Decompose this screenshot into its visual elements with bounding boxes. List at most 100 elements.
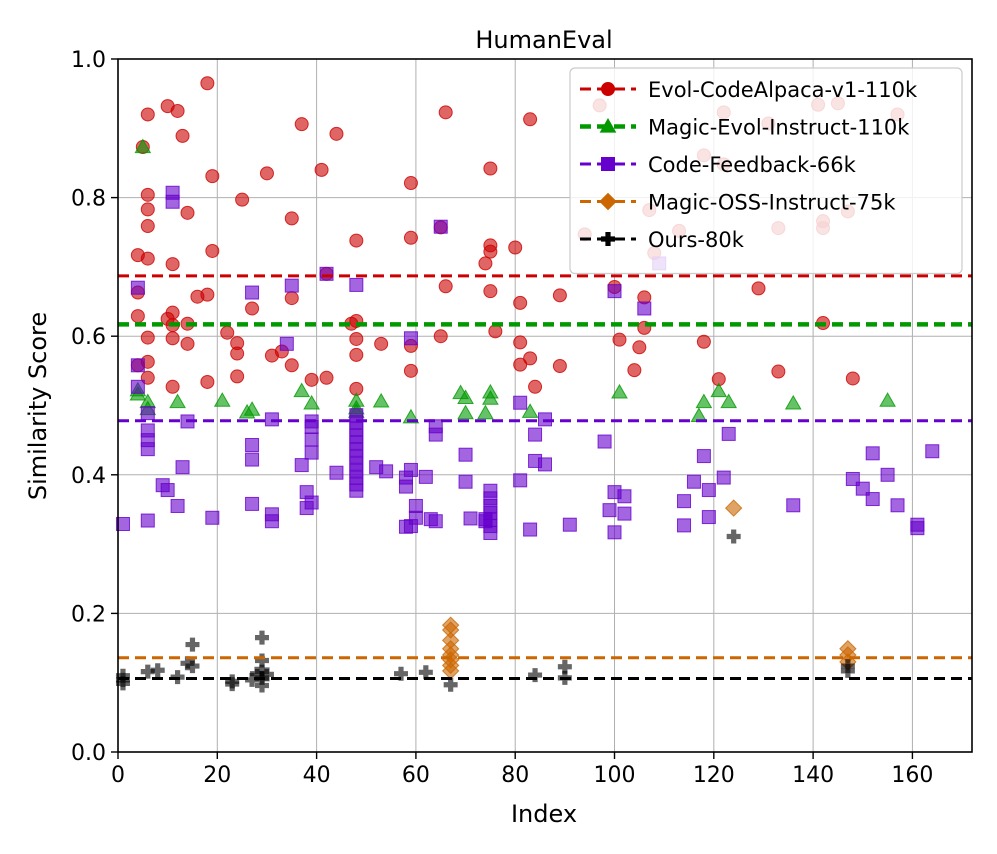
data-point bbox=[165, 194, 180, 209]
data-point bbox=[140, 330, 155, 345]
data-point bbox=[394, 666, 409, 681]
data-point bbox=[865, 492, 880, 507]
data-point bbox=[140, 202, 155, 217]
data-point bbox=[140, 107, 155, 122]
data-point bbox=[165, 257, 180, 272]
data-point bbox=[686, 474, 701, 489]
data-point bbox=[597, 434, 612, 449]
data-point bbox=[115, 517, 130, 532]
data-point bbox=[140, 406, 155, 421]
data-point bbox=[140, 513, 155, 528]
data-point bbox=[438, 279, 453, 294]
data-point bbox=[319, 370, 334, 385]
x-tick-label: 100 bbox=[594, 763, 636, 788]
legend-label: Magic-OSS-Instruct-75k bbox=[648, 191, 896, 215]
data-point bbox=[483, 526, 498, 541]
data-point bbox=[845, 371, 860, 386]
data-point bbox=[304, 495, 319, 510]
data-point bbox=[513, 295, 528, 310]
data-point bbox=[403, 176, 418, 191]
data-point bbox=[170, 103, 185, 118]
data-point bbox=[627, 363, 642, 378]
data-point bbox=[726, 529, 741, 544]
data-point bbox=[528, 427, 543, 442]
legend-box bbox=[569, 67, 963, 275]
data-point bbox=[784, 394, 802, 410]
data-point bbox=[165, 379, 180, 394]
data-point bbox=[637, 301, 652, 316]
legend-label: Ours-80k bbox=[648, 228, 745, 252]
data-point bbox=[457, 389, 474, 405]
data-point bbox=[230, 369, 245, 384]
data-point bbox=[403, 462, 418, 477]
data-point bbox=[477, 404, 494, 420]
axis-ticks: 0 20 40 60 80 100 120 140 160 0.0 0.2 0.4 0.6 0.8 1.0 bbox=[71, 48, 933, 788]
data-point bbox=[165, 305, 180, 320]
data-point bbox=[483, 161, 498, 176]
data-point bbox=[724, 499, 743, 517]
data-point bbox=[243, 401, 261, 416]
data-point bbox=[319, 266, 334, 281]
data-point bbox=[130, 358, 145, 373]
chart-title: HumanEval bbox=[475, 26, 612, 54]
data-point bbox=[771, 364, 786, 379]
data-point bbox=[259, 166, 274, 181]
data-point bbox=[185, 637, 200, 652]
data-point bbox=[254, 653, 269, 668]
data-point bbox=[433, 329, 448, 344]
x-tick-label: 0 bbox=[111, 763, 125, 788]
x-axis-label: Index bbox=[511, 800, 577, 828]
legend-marker bbox=[601, 82, 615, 96]
data-point bbox=[254, 678, 269, 693]
data-point bbox=[115, 676, 130, 691]
data-point bbox=[696, 334, 711, 349]
legend-label: Code-Feedback-66k bbox=[648, 153, 857, 177]
data-point bbox=[170, 498, 185, 513]
data-point bbox=[458, 447, 473, 462]
data-point bbox=[160, 483, 175, 498]
data-point bbox=[225, 677, 240, 692]
data-point bbox=[865, 446, 880, 461]
data-point bbox=[279, 336, 294, 351]
data-point bbox=[721, 426, 736, 441]
data-point bbox=[617, 489, 632, 504]
data-point bbox=[428, 514, 443, 529]
data-point bbox=[428, 427, 443, 442]
data-point bbox=[458, 474, 473, 489]
data-point bbox=[200, 374, 215, 389]
data-point bbox=[304, 419, 319, 434]
data-point bbox=[349, 277, 364, 292]
data-point bbox=[379, 464, 394, 479]
data-point bbox=[205, 510, 220, 525]
data-point bbox=[478, 256, 493, 271]
data-point bbox=[175, 460, 190, 475]
data-point bbox=[329, 126, 344, 141]
data-point bbox=[880, 467, 895, 482]
legend-label: Evol-CodeAlpaca-v1-110k bbox=[648, 78, 918, 102]
data-point bbox=[701, 483, 716, 498]
data-point bbox=[245, 452, 260, 467]
data-point bbox=[150, 663, 165, 678]
x-tick-label: 80 bbox=[501, 763, 529, 788]
x-tick-label: 40 bbox=[303, 763, 331, 788]
legend-label: Magic-Evol-Instruct-110k bbox=[648, 116, 910, 140]
data-point bbox=[602, 503, 617, 518]
data-point bbox=[607, 284, 622, 299]
data-point bbox=[418, 469, 433, 484]
data-point bbox=[245, 301, 260, 316]
data-point bbox=[513, 335, 528, 350]
data-point bbox=[374, 336, 389, 351]
data-point bbox=[314, 162, 329, 177]
data-point bbox=[403, 230, 418, 245]
data-point bbox=[562, 517, 577, 532]
data-point bbox=[879, 392, 896, 407]
data-point bbox=[528, 668, 543, 683]
data-point bbox=[720, 393, 738, 409]
data-point bbox=[140, 664, 155, 679]
data-point bbox=[701, 510, 716, 525]
data-point bbox=[457, 404, 474, 420]
data-point bbox=[508, 240, 523, 255]
data-point bbox=[130, 379, 145, 394]
data-point bbox=[612, 332, 627, 347]
data-point bbox=[349, 233, 364, 248]
